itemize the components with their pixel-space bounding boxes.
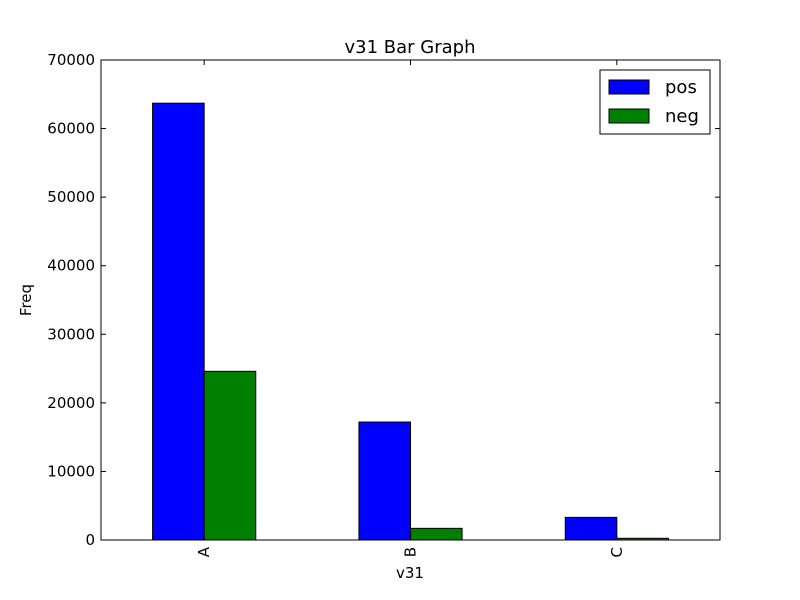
y-tick-label: 10000 — [47, 462, 95, 480]
legend-swatch-pos — [608, 79, 650, 95]
bar-neg-B — [410, 527, 463, 541]
y-axis-ticks: 0 10000 20000 30000 40000 50000 60000 70000 — [47, 51, 720, 549]
y-tick-label: 60000 — [47, 120, 95, 138]
bars-layer — [152, 102, 669, 541]
bar-pos-C — [564, 516, 618, 541]
x-tick-label: B — [402, 547, 420, 557]
y-tick-label: 20000 — [47, 394, 95, 412]
y-tick-label: 0 — [85, 531, 95, 549]
legend-label-neg: neg — [665, 106, 699, 127]
x-axis-label: v31 — [396, 564, 424, 582]
x-axis-ticks: A B C — [195, 60, 626, 557]
x-tick-label: A — [195, 546, 213, 557]
y-tick-label: 50000 — [47, 188, 95, 206]
legend-swatch-neg — [608, 108, 650, 124]
y-tick-label: 30000 — [47, 325, 95, 343]
x-tick-label: C — [608, 547, 626, 557]
bar-pos-B — [358, 421, 412, 541]
y-tick-label: 70000 — [47, 51, 95, 69]
legend: pos neg — [599, 69, 711, 135]
bar-neg-A — [203, 370, 257, 541]
y-axis-label: Freq — [17, 284, 35, 316]
chart-title: v31 Bar Graph — [345, 37, 476, 58]
y-tick-label: 40000 — [47, 257, 95, 275]
legend-label-pos: pos — [665, 77, 697, 98]
bar-pos-A — [152, 102, 205, 541]
